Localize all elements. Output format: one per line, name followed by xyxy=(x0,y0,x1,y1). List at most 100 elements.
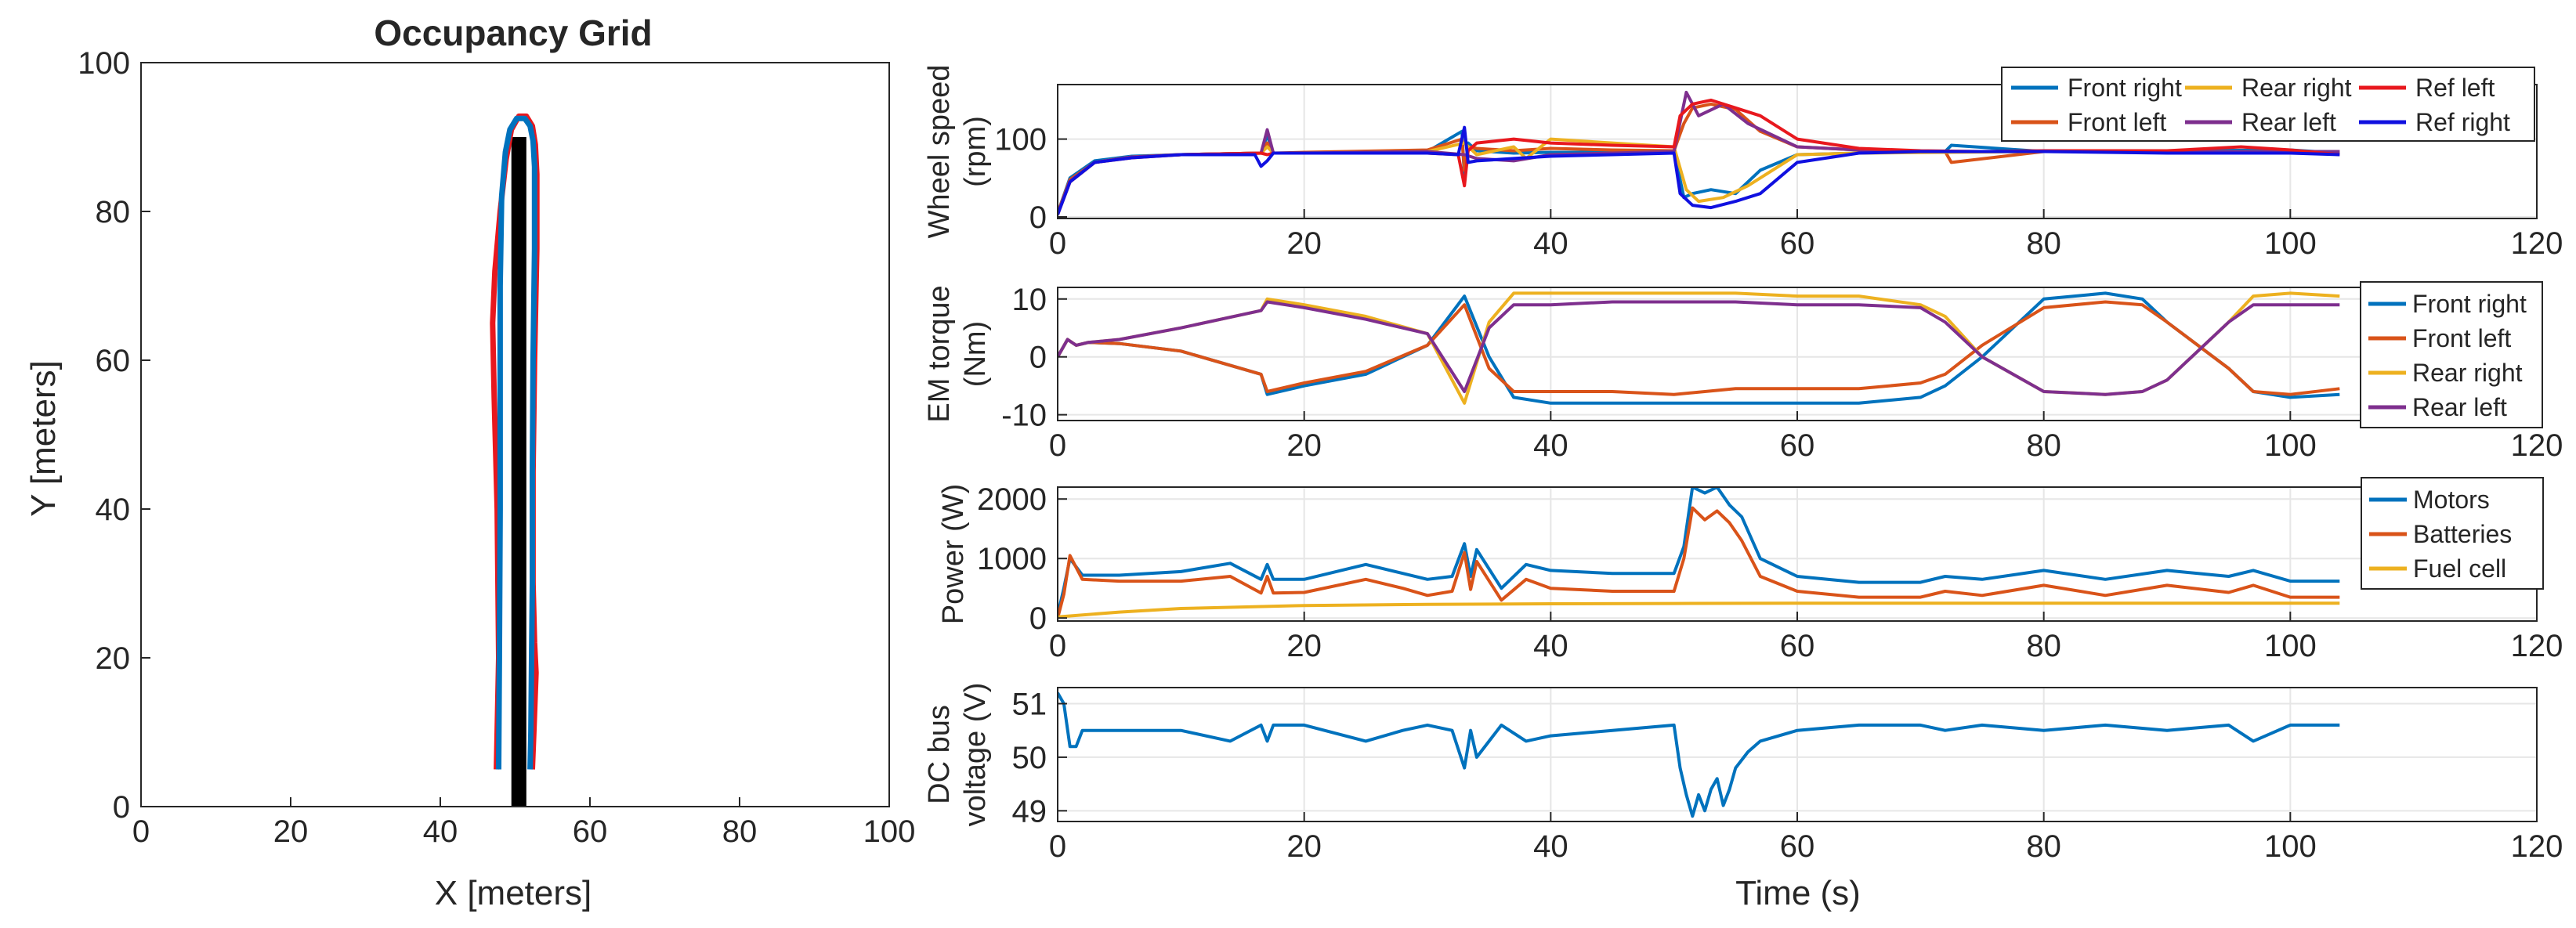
legend-label: Ref right xyxy=(2415,108,2510,136)
legend-box xyxy=(2001,67,2535,142)
x-tick-label: 80 xyxy=(2026,629,2061,663)
series-line-5 xyxy=(1058,125,2340,215)
series-line-3 xyxy=(1058,300,2340,396)
y-axis-label-line: EM torque xyxy=(923,285,956,422)
x-tick-label: 80 xyxy=(2026,428,2061,463)
y-tick-label: 49 xyxy=(1012,794,1047,829)
y-axis-label-line: Power (W) xyxy=(937,484,970,624)
x-tick-label: 80 xyxy=(722,814,758,849)
y-tick-label: 50 xyxy=(1012,741,1047,775)
chart-0: 0 20 40 60 80 100 0 20 40 60 80 100 xyxy=(78,46,915,849)
x-tick-label: 40 xyxy=(1533,226,1568,261)
y-axis-label-line: Wheel speed xyxy=(923,65,956,239)
x-tick-label: 120 xyxy=(2511,829,2563,864)
x-tick-label: 20 xyxy=(273,814,309,849)
legend-label: Rear left xyxy=(2241,108,2336,136)
x-tick-label: 80 xyxy=(2026,226,2061,261)
x-tick-label: 60 xyxy=(1780,829,1815,864)
legend-label: Fuel cell xyxy=(2413,554,2506,583)
x-tick-label: 0 xyxy=(1049,629,1066,663)
right-chart-xlabel: Time (s) xyxy=(1735,874,1861,912)
x-tick-label: 120 xyxy=(2511,428,2563,463)
legend-label: Front right xyxy=(2412,290,2527,318)
y-tick-label: 1000 xyxy=(977,542,1047,576)
x-tick-label: 60 xyxy=(573,814,608,849)
x-tick-label: 60 xyxy=(1780,428,1815,463)
y-tick-label: 0 xyxy=(1029,200,1047,235)
legend-label: Ref left xyxy=(2415,74,2495,102)
x-tick-label: 0 xyxy=(132,814,150,849)
x-tick-label: 0 xyxy=(1049,829,1066,864)
axes-box xyxy=(140,62,890,807)
legend-label: Front right xyxy=(2068,74,2182,102)
legend-box xyxy=(2360,281,2543,428)
x-tick-label: 40 xyxy=(1533,629,1568,663)
y-tick-label: 10 xyxy=(1012,283,1047,317)
obstacle-bar xyxy=(511,137,526,807)
y-axis-label: Wheel speed (rpm) xyxy=(923,65,992,239)
x-tick-label: 20 xyxy=(1286,226,1322,261)
left-chart-xlabel: X [meters] xyxy=(435,874,592,912)
series-line-1 xyxy=(1058,506,2340,619)
plot-area xyxy=(1058,291,2340,405)
series-line-0 xyxy=(1058,691,2340,818)
legend-label: Rear right xyxy=(2241,74,2352,102)
y-tick-label: 100 xyxy=(78,46,130,81)
plot-area xyxy=(490,113,540,807)
series-line-0 xyxy=(1058,487,2340,616)
x-tick-label: 40 xyxy=(423,814,458,849)
y-tick-label: 0 xyxy=(1029,601,1047,636)
x-tick-label: 100 xyxy=(2264,428,2317,463)
y-tick-label: 2000 xyxy=(977,482,1047,517)
chart-4: 0 20 40 60 80 100 120 49 50 51 DC bus voltage (V) xyxy=(923,683,2563,864)
series-line-1 xyxy=(496,115,537,770)
y-tick-label: 0 xyxy=(113,790,130,825)
legend-label: Front left xyxy=(2412,324,2511,352)
y-axis-label: EM torque (Nm) xyxy=(923,285,992,422)
x-tick-label: 20 xyxy=(1286,428,1322,463)
y-axis-label-line: voltage (V) xyxy=(959,683,992,827)
y-axis-label: DC bus voltage (V) xyxy=(923,683,992,827)
x-tick-label: 100 xyxy=(2264,629,2317,663)
legend-label: Front left xyxy=(2068,108,2166,136)
y-tick-label: 0 xyxy=(1029,341,1047,375)
x-tick-label: 60 xyxy=(1780,226,1815,261)
x-tick-label: 80 xyxy=(2026,829,2061,864)
series-line-1 xyxy=(1058,300,2340,396)
x-tick-label: 20 xyxy=(1286,829,1322,864)
y-tick-label: 20 xyxy=(96,641,131,676)
legend-label: Motors xyxy=(2413,486,2490,514)
plot-area xyxy=(1058,487,2340,619)
y-tick-label: -10 xyxy=(1001,399,1047,433)
y-axis-label-line: DC bus xyxy=(923,705,956,804)
legend-label: Rear right xyxy=(2412,359,2523,387)
y-axis-label-line: (Nm) xyxy=(959,321,992,387)
y-tick-label: 51 xyxy=(1012,688,1047,722)
y-axis-label-line: (rpm) xyxy=(959,116,992,187)
y-tick-label: 80 xyxy=(96,195,131,229)
x-tick-label: 100 xyxy=(863,814,916,849)
plot-area xyxy=(1058,90,2340,215)
x-tick-label: 20 xyxy=(1286,629,1322,663)
plot-area xyxy=(1058,691,2340,818)
x-tick-label: 100 xyxy=(2264,829,2317,864)
legend-label: Rear left xyxy=(2412,393,2507,421)
x-tick-label: 100 xyxy=(2264,226,2317,261)
y-tick-label: 60 xyxy=(96,344,131,378)
x-tick-label: 120 xyxy=(2511,629,2563,663)
y-axis-label: Power (W) xyxy=(937,484,970,624)
x-tick-label: 0 xyxy=(1049,428,1066,463)
x-tick-label: 40 xyxy=(1533,829,1568,864)
left-chart-title: Occupancy Grid xyxy=(374,13,652,53)
left-chart-ylabel: Y [meters] xyxy=(24,360,63,517)
y-tick-label: 100 xyxy=(994,123,1047,157)
x-tick-label: 40 xyxy=(1533,428,1568,463)
legend-label: Batteries xyxy=(2413,520,2512,548)
series-line-2 xyxy=(1058,601,2340,619)
x-tick-label: 120 xyxy=(2511,226,2563,261)
x-tick-label: 0 xyxy=(1049,226,1066,261)
